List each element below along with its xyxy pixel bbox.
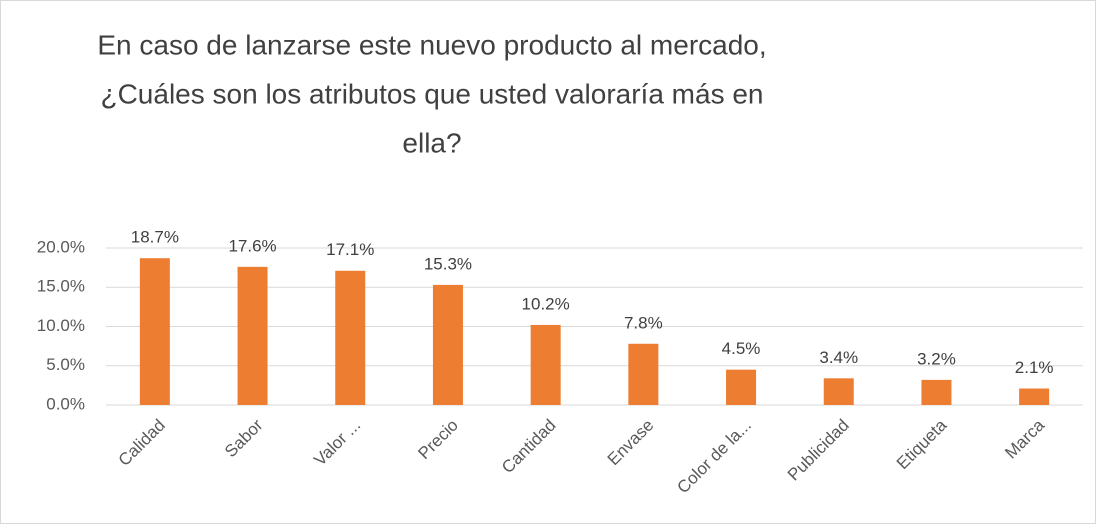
data-label: 17.1%	[326, 240, 374, 259]
chart-title: ¿Cuáles son los atributos que usted valo…	[100, 78, 763, 109]
data-label: 4.5%	[722, 339, 761, 358]
bar	[237, 266, 268, 405]
bar	[432, 284, 463, 405]
bar	[335, 270, 366, 405]
y-tick-label: 5.0%	[46, 355, 85, 374]
bar	[139, 258, 170, 405]
data-label: 15.3%	[424, 254, 472, 273]
chart-title: ella?	[402, 127, 461, 158]
data-label: 2.1%	[1015, 358, 1054, 377]
data-label: 10.2%	[522, 294, 570, 313]
data-label: 3.4%	[819, 348, 858, 367]
bar	[726, 369, 757, 405]
bar	[1019, 388, 1050, 405]
bar	[628, 343, 659, 405]
data-label: 17.6%	[228, 236, 276, 255]
data-label: 7.8%	[624, 313, 663, 332]
chart-title: En caso de lanzarse este nuevo producto …	[97, 29, 766, 60]
data-label: 3.2%	[917, 349, 956, 368]
y-tick-label: 20.0%	[37, 237, 85, 256]
bar	[530, 324, 561, 405]
y-tick-label: 10.0%	[37, 316, 85, 335]
bar	[921, 379, 952, 405]
data-label: 18.7%	[131, 228, 179, 247]
bar	[823, 378, 854, 405]
y-tick-label: 15.0%	[37, 277, 85, 296]
y-tick-label: 0.0%	[46, 394, 85, 413]
